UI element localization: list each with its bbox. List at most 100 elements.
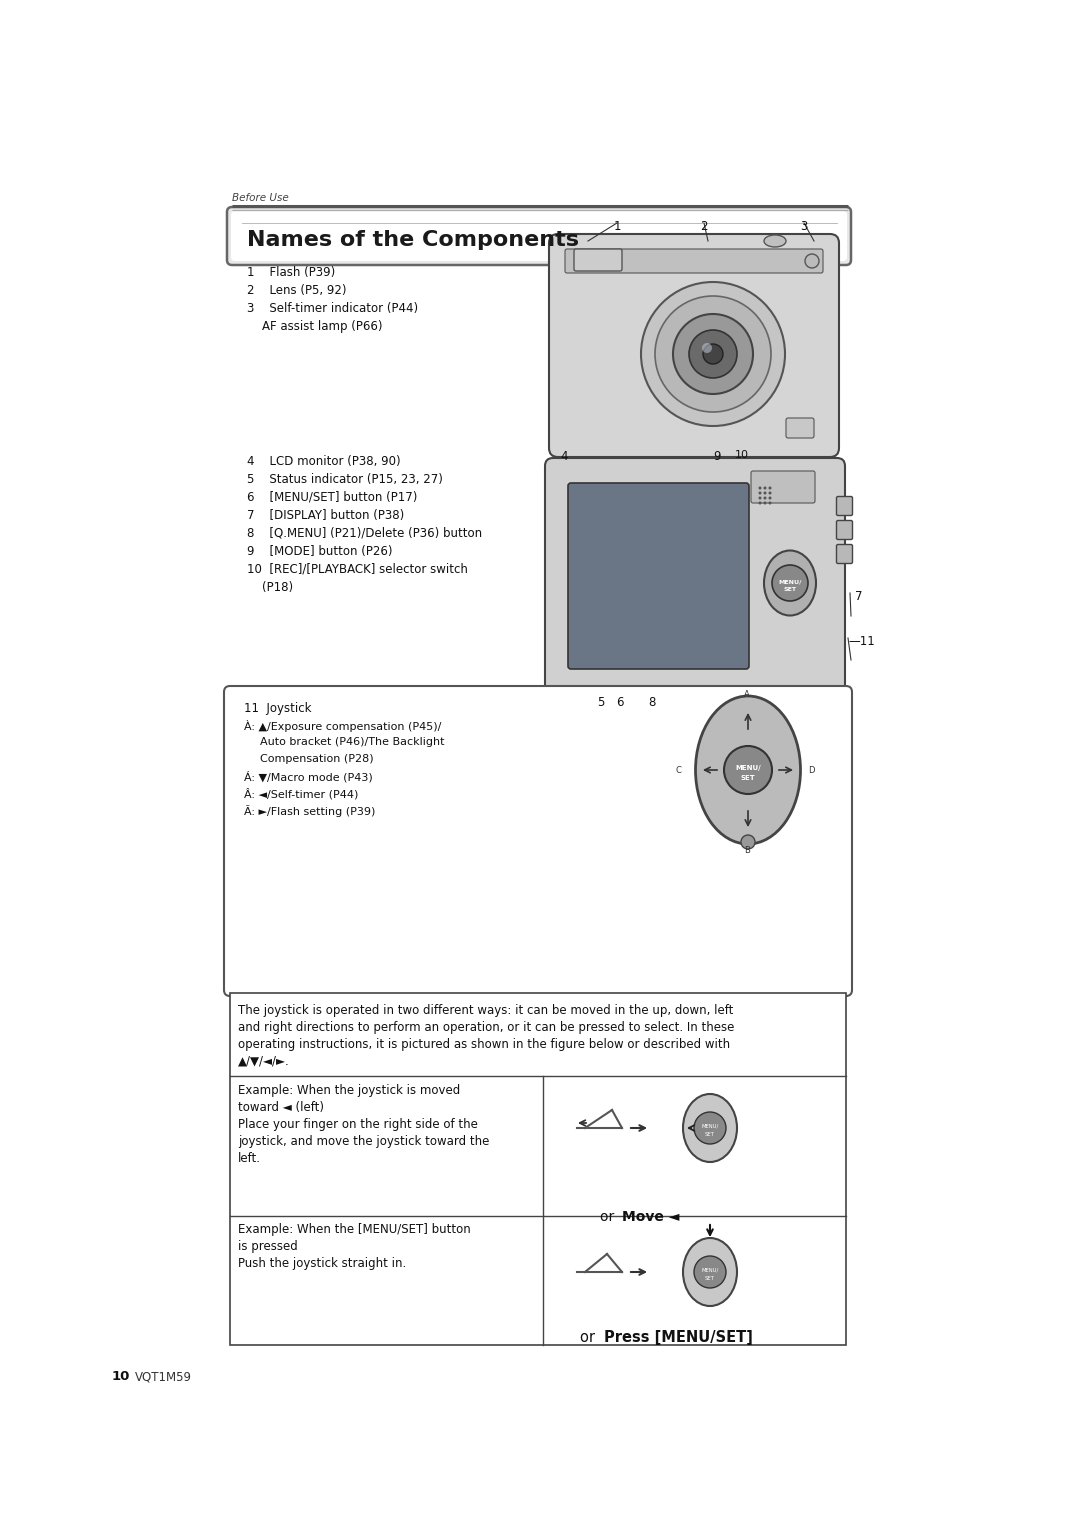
Text: SET: SET: [705, 1132, 715, 1137]
Text: Compensation (P28): Compensation (P28): [260, 753, 374, 764]
Text: joystick, and move the joystick toward the: joystick, and move the joystick toward t…: [238, 1135, 489, 1148]
Text: Before Use: Before Use: [232, 193, 288, 203]
Circle shape: [758, 501, 761, 504]
FancyBboxPatch shape: [837, 497, 852, 515]
Ellipse shape: [764, 235, 786, 248]
Circle shape: [758, 497, 761, 500]
Text: 2: 2: [700, 220, 707, 232]
Ellipse shape: [696, 695, 800, 843]
Text: MENU/: MENU/: [701, 1125, 718, 1129]
Text: Move ◄: Move ◄: [622, 1210, 679, 1224]
Circle shape: [689, 330, 737, 377]
FancyBboxPatch shape: [837, 521, 852, 539]
Circle shape: [654, 296, 771, 413]
Text: AF assist lamp (P66): AF assist lamp (P66): [262, 319, 382, 333]
Circle shape: [769, 492, 771, 495]
Text: 7: 7: [855, 590, 863, 604]
Text: 6: 6: [616, 695, 623, 709]
Text: 8: 8: [648, 695, 656, 709]
Text: or: or: [600, 1210, 619, 1224]
FancyBboxPatch shape: [786, 419, 814, 439]
Text: Names of the Components: Names of the Components: [247, 231, 579, 251]
Circle shape: [764, 492, 767, 495]
Text: MENU/: MENU/: [735, 766, 760, 772]
Circle shape: [724, 746, 772, 795]
Text: VQT1M59: VQT1M59: [135, 1371, 192, 1383]
Text: and right directions to perform an operation, or it can be pressed to select. In: and right directions to perform an opera…: [238, 1021, 734, 1034]
FancyBboxPatch shape: [227, 206, 851, 264]
Text: 10: 10: [735, 451, 750, 460]
Circle shape: [805, 254, 819, 267]
Ellipse shape: [683, 1094, 737, 1161]
Text: 11  Joystick: 11 Joystick: [244, 701, 311, 715]
Circle shape: [694, 1256, 726, 1288]
Text: 10  [REC]/[PLAYBACK] selector switch: 10 [REC]/[PLAYBACK] selector switch: [247, 562, 468, 576]
Text: Auto bracket (P46)/The Backlight: Auto bracket (P46)/The Backlight: [260, 736, 445, 747]
Circle shape: [758, 492, 761, 495]
Text: operating instructions, it is pictured as shown in the figure below or described: operating instructions, it is pictured a…: [238, 1038, 730, 1051]
Text: 1    Flash (P39): 1 Flash (P39): [247, 266, 335, 280]
Text: 1: 1: [615, 220, 621, 232]
Text: C: C: [675, 766, 680, 775]
Text: SET: SET: [783, 587, 797, 591]
Circle shape: [764, 486, 767, 489]
Circle shape: [758, 486, 761, 489]
Text: 4: 4: [561, 451, 567, 463]
Text: Example: When the joystick is moved: Example: When the joystick is moved: [238, 1083, 460, 1097]
Text: 3: 3: [800, 220, 808, 232]
Text: 6    [MENU/SET] button (P17): 6 [MENU/SET] button (P17): [247, 490, 417, 504]
Circle shape: [769, 486, 771, 489]
Text: 2    Lens (P5, 92): 2 Lens (P5, 92): [247, 284, 347, 296]
Circle shape: [764, 501, 767, 504]
Text: Á: ▼/Macro mode (P43): Á: ▼/Macro mode (P43): [244, 772, 373, 782]
Text: Press [MENU/SET]: Press [MENU/SET]: [604, 1329, 753, 1345]
Text: (P18): (P18): [262, 581, 293, 594]
FancyBboxPatch shape: [224, 686, 852, 996]
Text: MENU/: MENU/: [701, 1268, 718, 1273]
FancyBboxPatch shape: [837, 544, 852, 564]
Circle shape: [769, 501, 771, 504]
Text: B: B: [744, 847, 750, 856]
Text: A: A: [744, 691, 750, 698]
FancyBboxPatch shape: [751, 471, 815, 503]
FancyBboxPatch shape: [565, 249, 823, 274]
Text: SET: SET: [705, 1276, 715, 1280]
Circle shape: [772, 565, 808, 601]
Text: Ã: ►/Flash setting (P39): Ã: ►/Flash setting (P39): [244, 805, 376, 817]
Text: or: or: [580, 1329, 599, 1345]
Circle shape: [702, 342, 712, 353]
FancyBboxPatch shape: [549, 234, 839, 457]
Text: ▲/▼/◄/►.: ▲/▼/◄/►.: [238, 1054, 289, 1068]
Text: SET: SET: [741, 775, 755, 781]
Text: Push the joystick straight in.: Push the joystick straight in.: [238, 1258, 406, 1270]
Circle shape: [642, 283, 785, 426]
Text: left.: left.: [238, 1152, 261, 1164]
Circle shape: [694, 1112, 726, 1144]
Text: 8    [Q.MENU] (P21)/Delete (P36) button: 8 [Q.MENU] (P21)/Delete (P36) button: [247, 527, 482, 539]
Circle shape: [673, 313, 753, 394]
Text: is pressed: is pressed: [238, 1241, 298, 1253]
Text: D: D: [808, 766, 814, 775]
Text: À: ▲/Exposure compensation (P45)/: À: ▲/Exposure compensation (P45)/: [244, 720, 442, 732]
Text: 9    [MODE] button (P26): 9 [MODE] button (P26): [247, 545, 392, 558]
Ellipse shape: [683, 1238, 737, 1306]
Circle shape: [764, 497, 767, 500]
Text: 3    Self-timer indicator (P44): 3 Self-timer indicator (P44): [247, 303, 418, 315]
Text: —11: —11: [848, 636, 875, 648]
Circle shape: [703, 344, 723, 364]
Circle shape: [769, 497, 771, 500]
Ellipse shape: [764, 550, 816, 616]
Text: toward ◄ (left): toward ◄ (left): [238, 1102, 324, 1114]
Text: MENU/: MENU/: [779, 579, 801, 584]
Text: 10: 10: [112, 1371, 131, 1383]
Text: 9: 9: [713, 451, 720, 463]
Text: 7    [DISPLAY] button (P38): 7 [DISPLAY] button (P38): [247, 509, 404, 523]
Circle shape: [741, 834, 755, 850]
Text: 5: 5: [597, 695, 605, 709]
Text: Example: When the [MENU/SET] button: Example: When the [MENU/SET] button: [238, 1222, 471, 1236]
FancyBboxPatch shape: [545, 458, 845, 695]
FancyBboxPatch shape: [230, 993, 846, 1345]
FancyBboxPatch shape: [573, 249, 622, 270]
Text: Place your finger on the right side of the: Place your finger on the right side of t…: [238, 1118, 477, 1131]
Text: 5    Status indicator (P15, 23, 27): 5 Status indicator (P15, 23, 27): [247, 474, 443, 486]
